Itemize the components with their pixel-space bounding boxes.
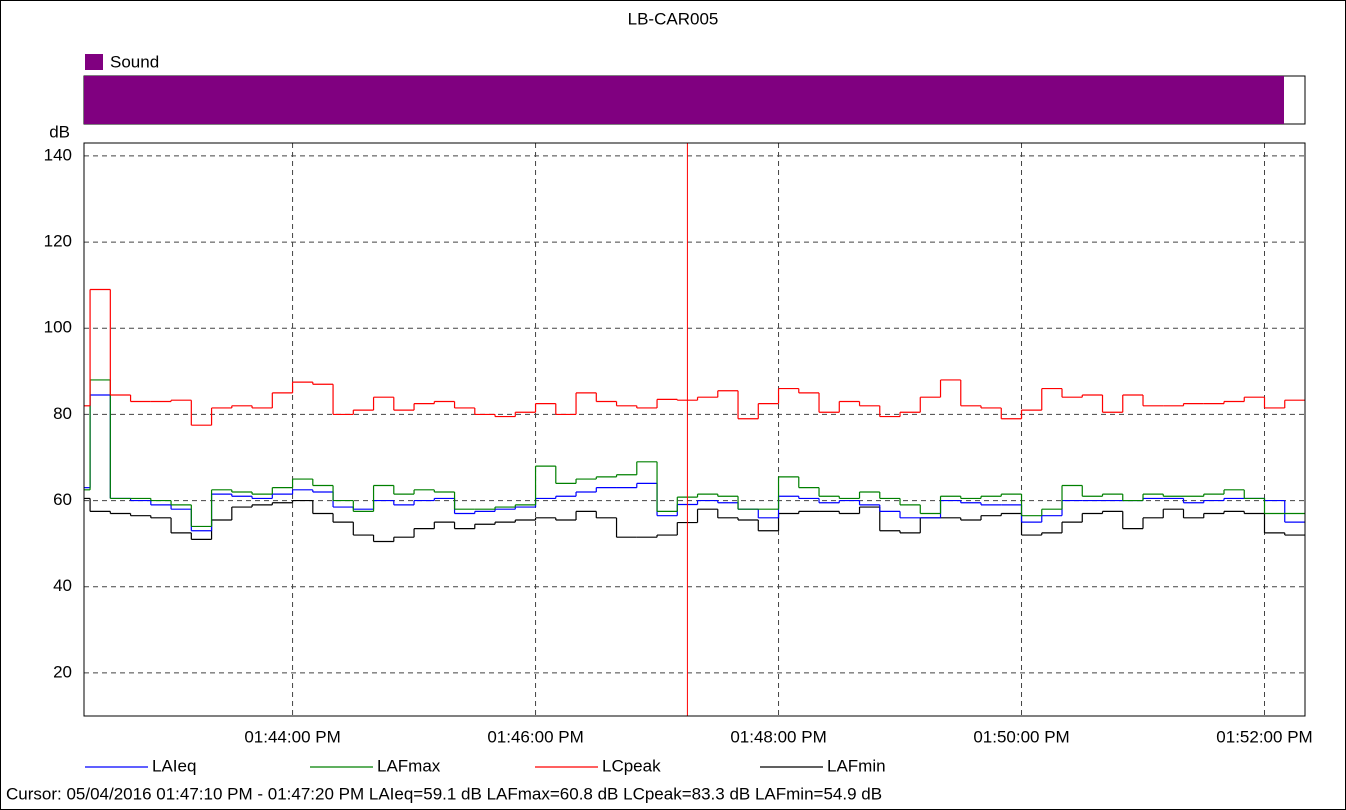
y-axis-label: dB [49,122,70,141]
y-tick-label: 20 [53,662,72,681]
sound-swatch [85,54,103,70]
legend-label: LCpeak [602,756,661,775]
y-tick-label: 40 [53,576,72,595]
x-tick-label: 01:46:00 PM [487,727,583,746]
plot-frame [83,142,1306,717]
legend-label: LAIeq [152,756,196,775]
y-tick-label: 60 [53,490,72,509]
cursor-readout: Cursor: 05/04/2016 01:47:10 PM - 01:47:2… [6,784,882,803]
legend-label: LAFmin [827,756,886,775]
y-tick-label: 80 [53,404,72,423]
x-tick-label: 01:44:00 PM [244,727,340,746]
chart-title: LB-CAR005 [628,9,719,28]
legend-label: LAFmax [377,756,441,775]
sound-bar [84,76,1284,124]
x-tick-label: 01:50:00 PM [973,727,1069,746]
x-tick-label: 01:48:00 PM [730,727,826,746]
y-tick-label: 140 [44,145,72,164]
x-tick-label: 01:52:00 PM [1216,727,1312,746]
y-tick-label: 120 [44,232,72,251]
sound-label: Sound [110,52,159,71]
y-tick-label: 100 [44,318,72,337]
